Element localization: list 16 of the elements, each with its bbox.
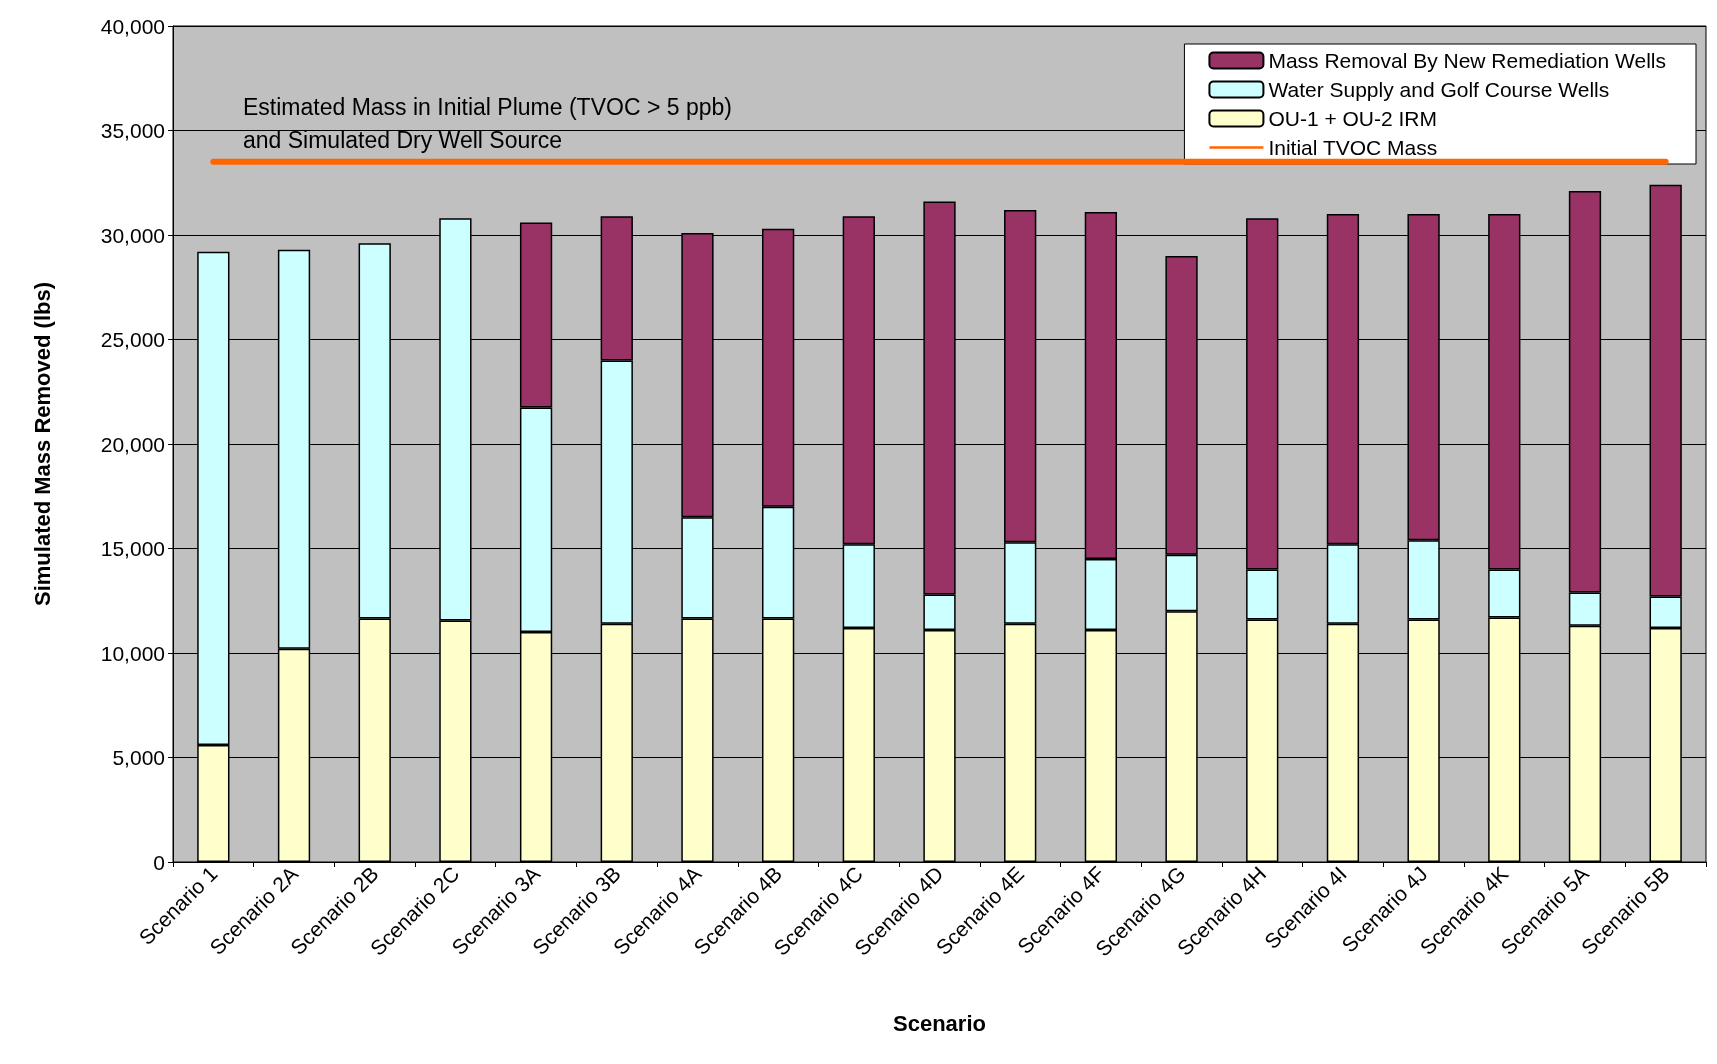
y-tick-label: 10,000 — [100, 641, 165, 665]
y-tick-label: 0 — [153, 850, 165, 874]
x-axis-title: Scenario — [893, 1010, 986, 1036]
y-tick-label: 35,000 — [100, 119, 165, 142]
legend-label: Initial TVOC Mass — [1268, 136, 1438, 159]
y-axis-title: Simulated Mass Removed (lbs) — [29, 282, 55, 606]
legend-label: OU-1 + OU-2 IRM — [1268, 107, 1438, 130]
legend-label: Water Supply and Golf Course Wells — [1268, 78, 1610, 101]
annotation: Estimated Mass in Initial Plume (TVOC > 5 ppb) and Simulated Dry Well Source — [243, 93, 732, 153]
y-tick-label: 15,000 — [100, 537, 165, 560]
y-tick-label: 20,000 — [100, 432, 165, 456]
legend-label: Mass Removal By New Remediation Wells — [1268, 49, 1666, 72]
y-tick-label: 5,000 — [112, 746, 165, 769]
y-tick-label: 40,000 — [100, 14, 165, 38]
y-tick-label: 30,000 — [100, 223, 165, 247]
y-tick-label: 25,000 — [100, 328, 165, 351]
